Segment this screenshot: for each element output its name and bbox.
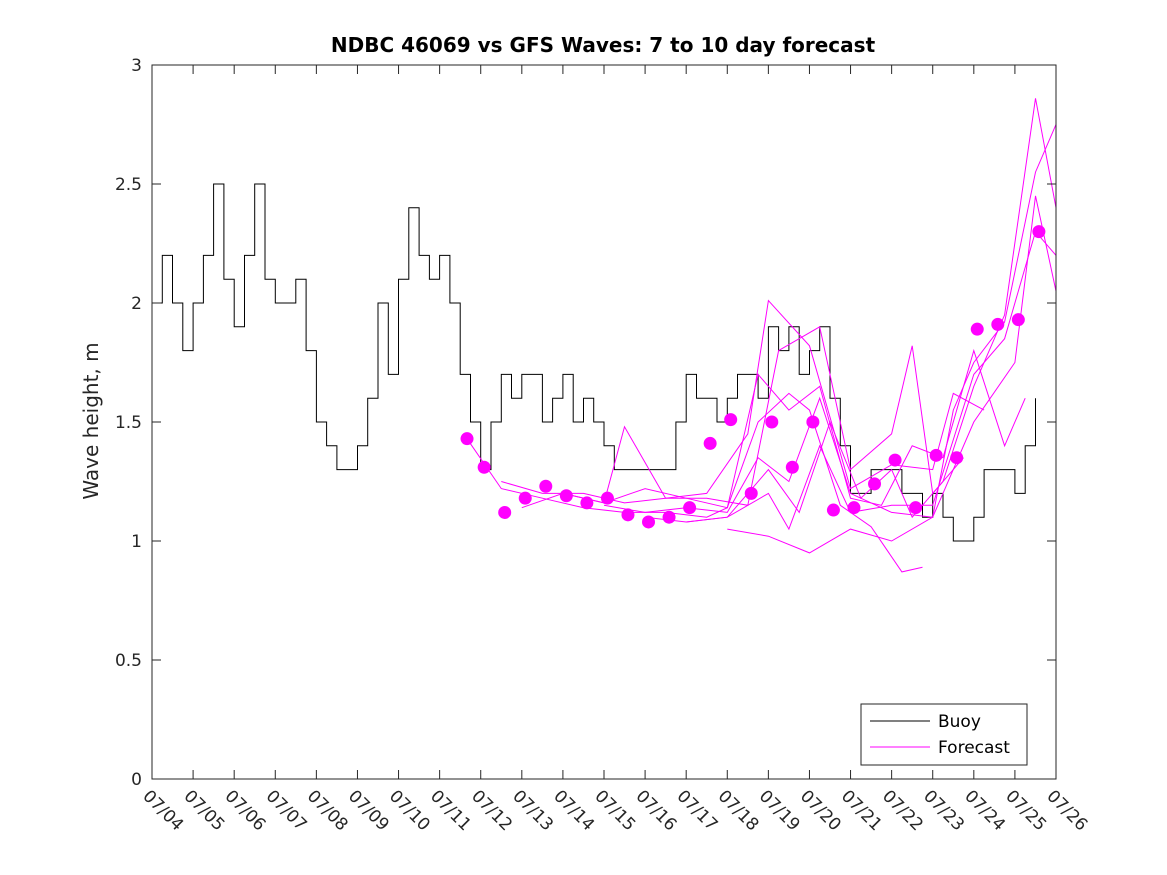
x-tick-label: 07/21	[837, 786, 886, 835]
forecast-marker	[785, 460, 799, 474]
x-tick-label: 07/04	[138, 786, 187, 835]
y-tick-label: 3	[131, 56, 142, 76]
forecast-marker	[559, 489, 573, 503]
series-line-forecast	[727, 195, 1057, 554]
y-tick-label: 0.5	[115, 651, 142, 671]
x-tick-label: 07/24	[960, 786, 1009, 835]
forecast-marker	[847, 501, 861, 515]
forecast-marker	[518, 491, 532, 505]
legend: Buoy Forecast	[860, 703, 1028, 766]
series-line-forecast	[501, 326, 964, 506]
y-tick-label: 2.5	[115, 175, 142, 195]
x-tick-label: 07/16	[632, 786, 681, 835]
x-tick-label: 07/22	[878, 786, 927, 835]
forecast-marker	[460, 432, 474, 446]
series-layer	[152, 98, 1057, 573]
legend-box	[860, 703, 1028, 766]
forecast-marker	[744, 486, 758, 500]
forecast-marker	[724, 413, 738, 427]
y-ticks: 0 0.5 1 1.5 2 2.5 3	[115, 56, 1056, 790]
forecast-marker	[970, 322, 984, 336]
forecast-marker	[621, 508, 635, 522]
x-tick-label: 07/25	[1001, 786, 1050, 835]
series-line-forecast	[686, 230, 1057, 531]
x-tick-label: 07/10	[385, 786, 434, 835]
y-tick-label: 2	[131, 294, 142, 314]
forecast-marker	[826, 503, 840, 517]
forecast-marker	[929, 448, 943, 462]
series-line-buoy	[152, 183, 1036, 542]
x-tick-label: 07/09	[344, 786, 393, 835]
x-tick-label: 07/23	[919, 786, 968, 835]
forecast-marker	[888, 453, 902, 467]
forecast-marker	[991, 317, 1005, 331]
x-tick-label: 07/08	[303, 786, 352, 835]
forecast-marker	[662, 510, 676, 524]
forecast-marker	[683, 501, 697, 515]
forecast-marker	[806, 415, 820, 429]
x-tick-label: 07/13	[508, 786, 557, 835]
series-line-forecast	[603, 124, 1057, 518]
forecast-marker	[539, 479, 553, 493]
series-line-forecast	[521, 299, 985, 509]
x-tick-label: 07/20	[796, 786, 845, 835]
forecast-marker	[703, 436, 717, 450]
x-tick-label: 07/19	[755, 786, 804, 835]
x-tick-label: 07/07	[262, 786, 311, 835]
chart-title: NDBC 46069 vs GFS Waves: 7 to 10 day for…	[331, 33, 876, 57]
y-tick-label: 1	[131, 532, 142, 552]
x-tick-label: 07/18	[714, 786, 763, 835]
plot-frame	[151, 64, 1057, 780]
x-tick-label: 07/12	[467, 786, 516, 835]
legend-label-forecast: Forecast	[938, 738, 1010, 758]
x-tick-label: 07/11	[426, 786, 475, 835]
forecast-marker	[580, 496, 594, 510]
forecast-marker	[1032, 225, 1046, 239]
x-tick-label: 07/05	[180, 786, 229, 835]
y-axis-label: Wave height, m	[79, 342, 103, 499]
x-tick-label: 07/15	[590, 786, 639, 835]
y-tick-label: 1.5	[115, 413, 142, 433]
x-tick-label: 07/26	[1042, 786, 1091, 835]
x-tick-label: 07/06	[221, 786, 270, 835]
forecast-marker	[909, 501, 923, 515]
forecast-marker	[1011, 313, 1025, 327]
legend-label-buoy: Buoy	[938, 712, 981, 732]
x-tick-label: 07/14	[549, 786, 598, 835]
y-tick-label: 0	[131, 770, 142, 790]
forecast-marker	[950, 451, 964, 465]
forecast-marker	[765, 415, 779, 429]
forecast-marker	[868, 477, 882, 491]
x-tick-label: 07/17	[673, 786, 722, 835]
forecast-marker	[642, 515, 656, 529]
forecast-marker	[498, 505, 512, 519]
forecast-marker	[600, 491, 614, 505]
forecast-marker	[477, 460, 491, 474]
